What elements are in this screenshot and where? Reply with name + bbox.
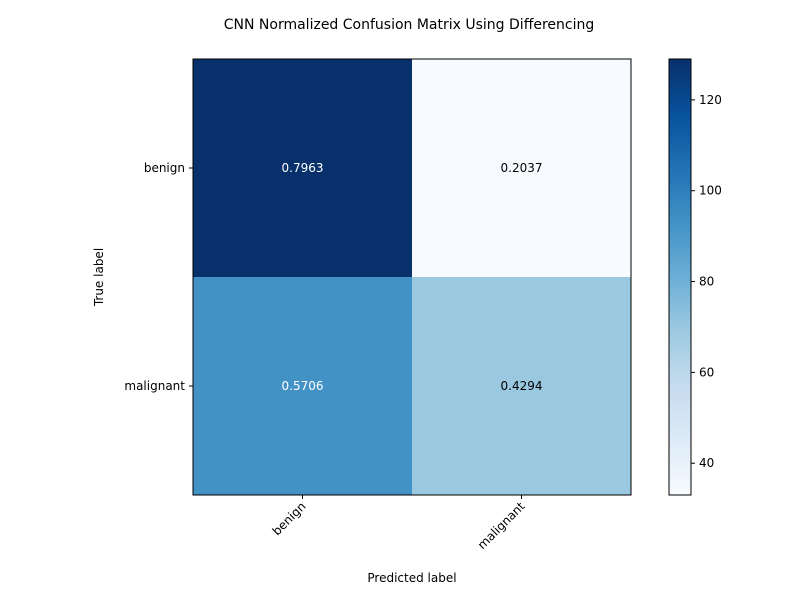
x-axis-label: Predicted label <box>367 571 456 585</box>
colorbar-tick-label: 40 <box>699 456 714 470</box>
y-axis-ticks: benign malignant <box>124 161 193 393</box>
cell-value-label: 0.7963 <box>282 161 324 175</box>
cell-value-label: 0.4294 <box>501 379 543 393</box>
colorbar-tick-label: 120 <box>699 93 722 107</box>
heatmap-cells <box>193 59 631 495</box>
x-tick-label: benign <box>270 499 309 538</box>
x-tick-label: malignant <box>475 499 528 552</box>
colorbar-tick-label: 100 <box>699 184 722 198</box>
heatmap-cell <box>412 59 631 277</box>
heatmap-cell <box>193 277 412 495</box>
x-axis-ticks: benign malignant <box>270 495 528 552</box>
cell-value-label: 0.5706 <box>282 379 324 393</box>
y-tick-label: malignant <box>124 379 185 393</box>
y-tick-label: benign <box>144 161 185 175</box>
heatmap-cell-labels: 0.7963 0.2037 0.5706 0.4294 <box>282 161 543 393</box>
colorbar-tick-label: 60 <box>699 365 714 379</box>
cell-value-label: 0.2037 <box>501 161 543 175</box>
heatmap-cell <box>193 59 412 277</box>
heatmap-cell <box>412 277 631 495</box>
colorbar-ticks: 40 60 80 100 120 <box>691 93 722 470</box>
y-axis-label: True label <box>92 248 106 307</box>
colorbar-tick-label: 80 <box>699 275 714 289</box>
chart-title: CNN Normalized Confusion Matrix Using Di… <box>224 17 594 33</box>
colorbar <box>668 58 692 496</box>
plot-frame <box>192 58 632 496</box>
